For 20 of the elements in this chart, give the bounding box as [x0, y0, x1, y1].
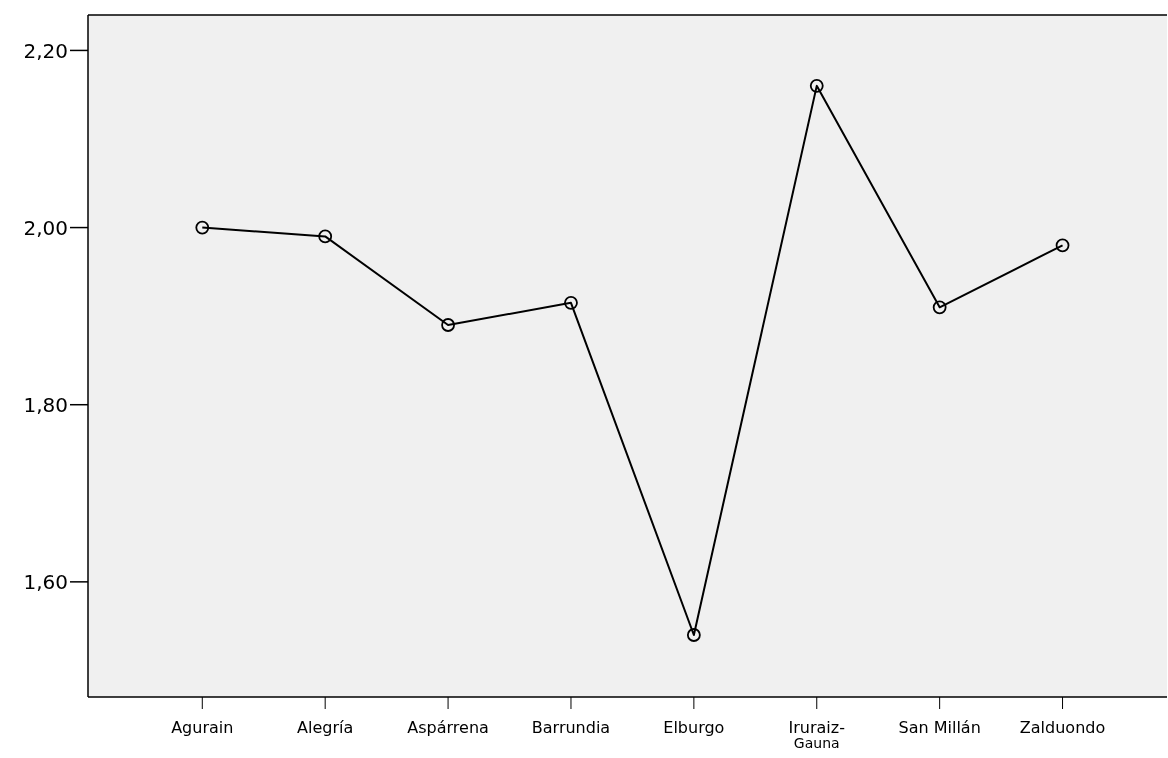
- x-tick-label: Agurain: [171, 718, 234, 737]
- point: [1055, 238, 1070, 253]
- x-tick-label: Elburgo: [663, 718, 725, 737]
- point: [441, 318, 455, 332]
- x-tick-label: Alegría: [297, 718, 354, 737]
- y-tick-label: 1,80: [23, 392, 68, 417]
- point: [318, 229, 333, 244]
- x-tick-label: Aspárrena: [407, 718, 489, 737]
- point: [564, 295, 578, 310]
- point: [809, 78, 824, 93]
- x-tick-label: Zalduondo: [1019, 718, 1106, 737]
- point: [932, 300, 947, 315]
- y-tick-label: 1,60: [23, 569, 68, 594]
- point: [686, 628, 701, 642]
- y-tick-label: 2,20: [23, 38, 68, 63]
- y-tick-label: 2,00: [23, 215, 68, 240]
- x-tick-label: Iruraiz-Gauna: [788, 718, 845, 751]
- point: [195, 220, 210, 235]
- x-tick-label: Barrundia: [531, 718, 611, 737]
- x-tick-label: San Millán: [898, 718, 981, 737]
